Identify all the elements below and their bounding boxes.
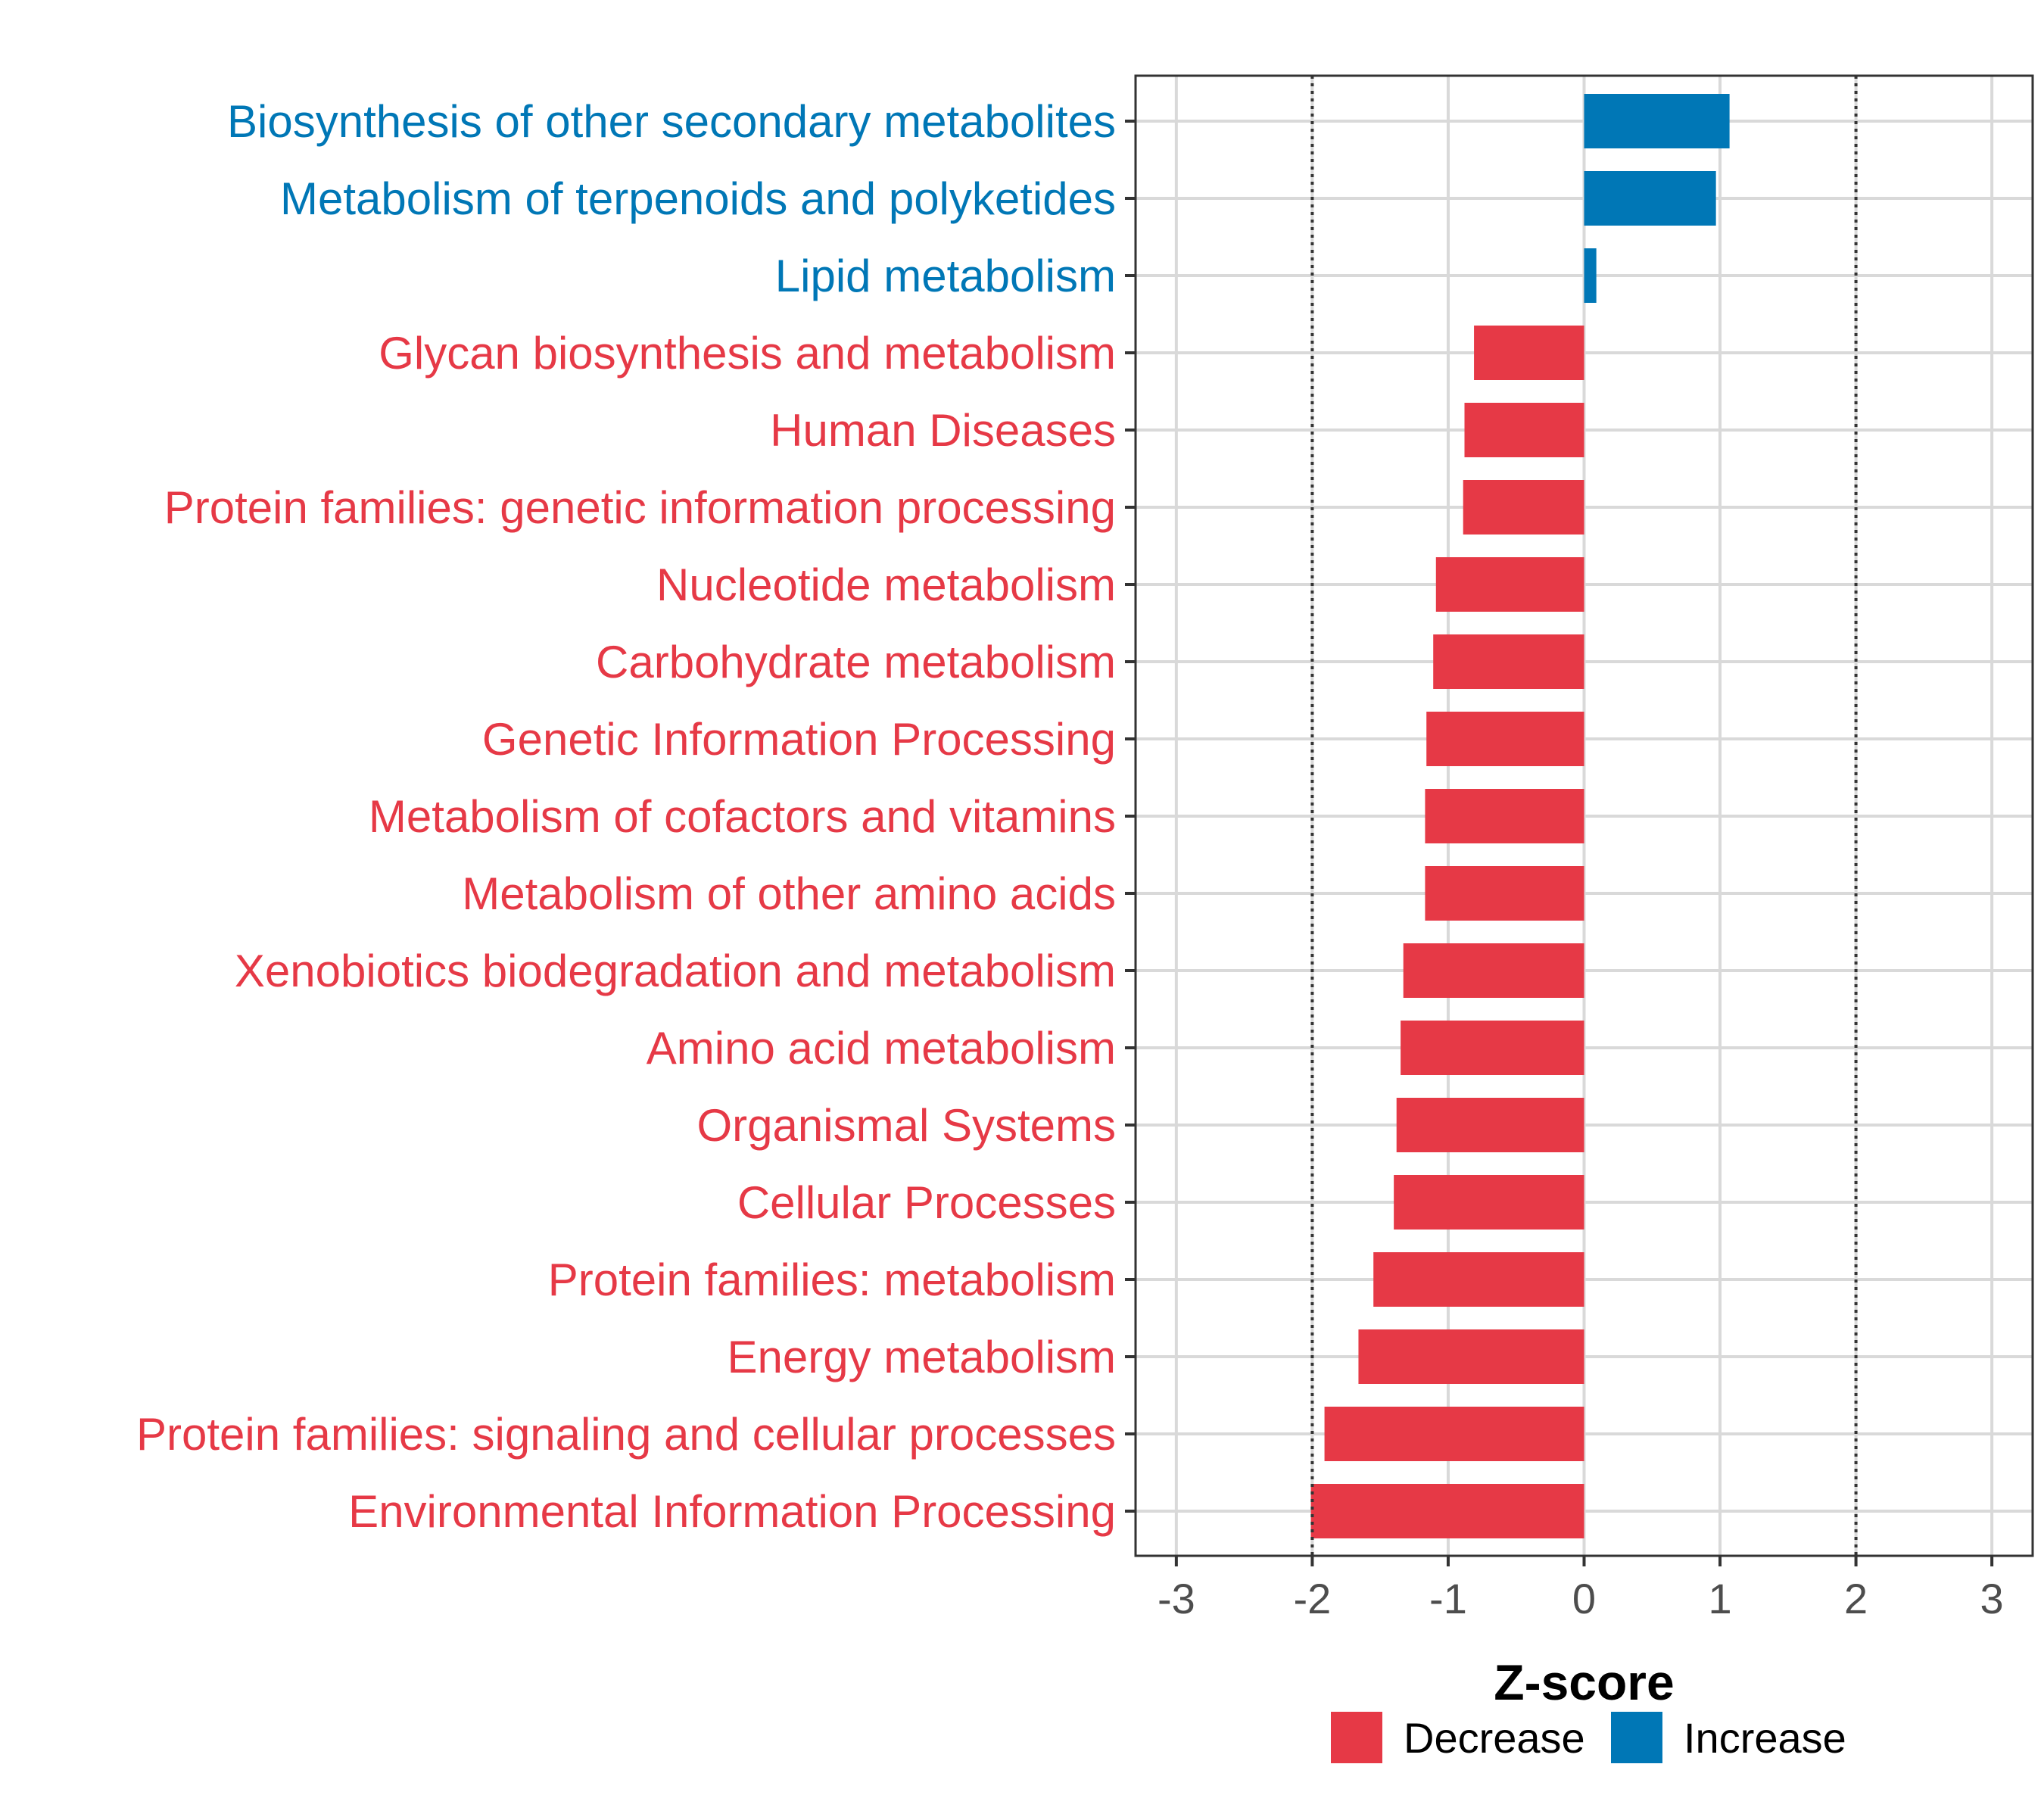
bar-increase	[1584, 171, 1716, 226]
bars	[1310, 94, 1730, 1538]
bar-decrease	[1425, 789, 1584, 843]
legend-label-decrease: Decrease	[1404, 1714, 1585, 1762]
x-tick-label: 1	[1708, 1575, 1731, 1622]
category-label: Protein families: signaling and cellular…	[136, 1409, 1116, 1460]
x-axis-ticks: -3 -2 -1 0 1 2 3	[1158, 1556, 2004, 1622]
category-label: Cellular Processes	[737, 1177, 1116, 1228]
bar-decrease	[1435, 557, 1584, 612]
x-tick-label: 3	[1980, 1575, 2004, 1622]
category-label: Organismal Systems	[697, 1100, 1116, 1151]
category-label: Carbohydrate metabolism	[596, 637, 1116, 687]
bar-decrease	[1403, 943, 1584, 998]
category-labels: Biosynthesis of other secondary metaboli…	[136, 96, 1116, 1537]
x-tick-label: 0	[1572, 1575, 1596, 1622]
legend-label-increase: Increase	[1684, 1714, 1846, 1762]
category-label: Glycan biosynthesis and metabolism	[379, 328, 1116, 379]
category-label: Metabolism of other amino acids	[462, 868, 1116, 919]
y-axis-ticks	[1125, 120, 1136, 1513]
category-label: Human Diseases	[770, 405, 1116, 456]
bar-decrease	[1425, 866, 1584, 921]
legend-swatch-decrease	[1331, 1712, 1382, 1763]
bar-decrease	[1394, 1175, 1584, 1230]
category-label: Protein families: metabolism	[548, 1254, 1116, 1305]
category-label: Biosynthesis of other secondary metaboli…	[227, 96, 1116, 147]
category-label: Nucleotide metabolism	[656, 559, 1116, 610]
bar-decrease	[1463, 480, 1584, 535]
category-label: Metabolism of terpenoids and polyketides	[280, 173, 1116, 224]
legend-swatch-increase	[1611, 1712, 1662, 1763]
bar-decrease	[1373, 1252, 1584, 1307]
bar-decrease	[1310, 1484, 1584, 1538]
category-label: Xenobiotics biodegradation and metabolis…	[235, 946, 1116, 996]
bar-increase	[1584, 94, 1730, 148]
bar-decrease	[1324, 1407, 1584, 1461]
bar-decrease	[1464, 403, 1584, 457]
bar-decrease	[1474, 326, 1584, 380]
x-tick-label: -1	[1429, 1575, 1467, 1622]
category-label: Lipid metabolism	[775, 251, 1116, 301]
category-label: Protein families: genetic information pr…	[164, 482, 1116, 533]
category-label: Environmental Information Processing	[348, 1486, 1116, 1537]
category-label: Genetic Information Processing	[482, 714, 1116, 765]
bar-decrease	[1426, 712, 1584, 766]
category-label: Metabolism of cofactors and vitamins	[369, 791, 1116, 842]
x-tick-label: -3	[1158, 1575, 1195, 1622]
category-label: Amino acid metabolism	[647, 1023, 1116, 1074]
category-label: Energy metabolism	[727, 1332, 1116, 1382]
bar-increase	[1584, 248, 1597, 303]
bar-decrease	[1396, 1098, 1584, 1152]
x-tick-label: 2	[1844, 1575, 1868, 1622]
bar-decrease	[1358, 1329, 1584, 1384]
legend: Decrease Increase	[1331, 1712, 1846, 1763]
bar-decrease	[1401, 1021, 1584, 1075]
x-axis-title: Z-score	[1494, 1654, 1674, 1710]
x-tick-label: -2	[1294, 1575, 1332, 1622]
bar-decrease	[1433, 634, 1584, 689]
